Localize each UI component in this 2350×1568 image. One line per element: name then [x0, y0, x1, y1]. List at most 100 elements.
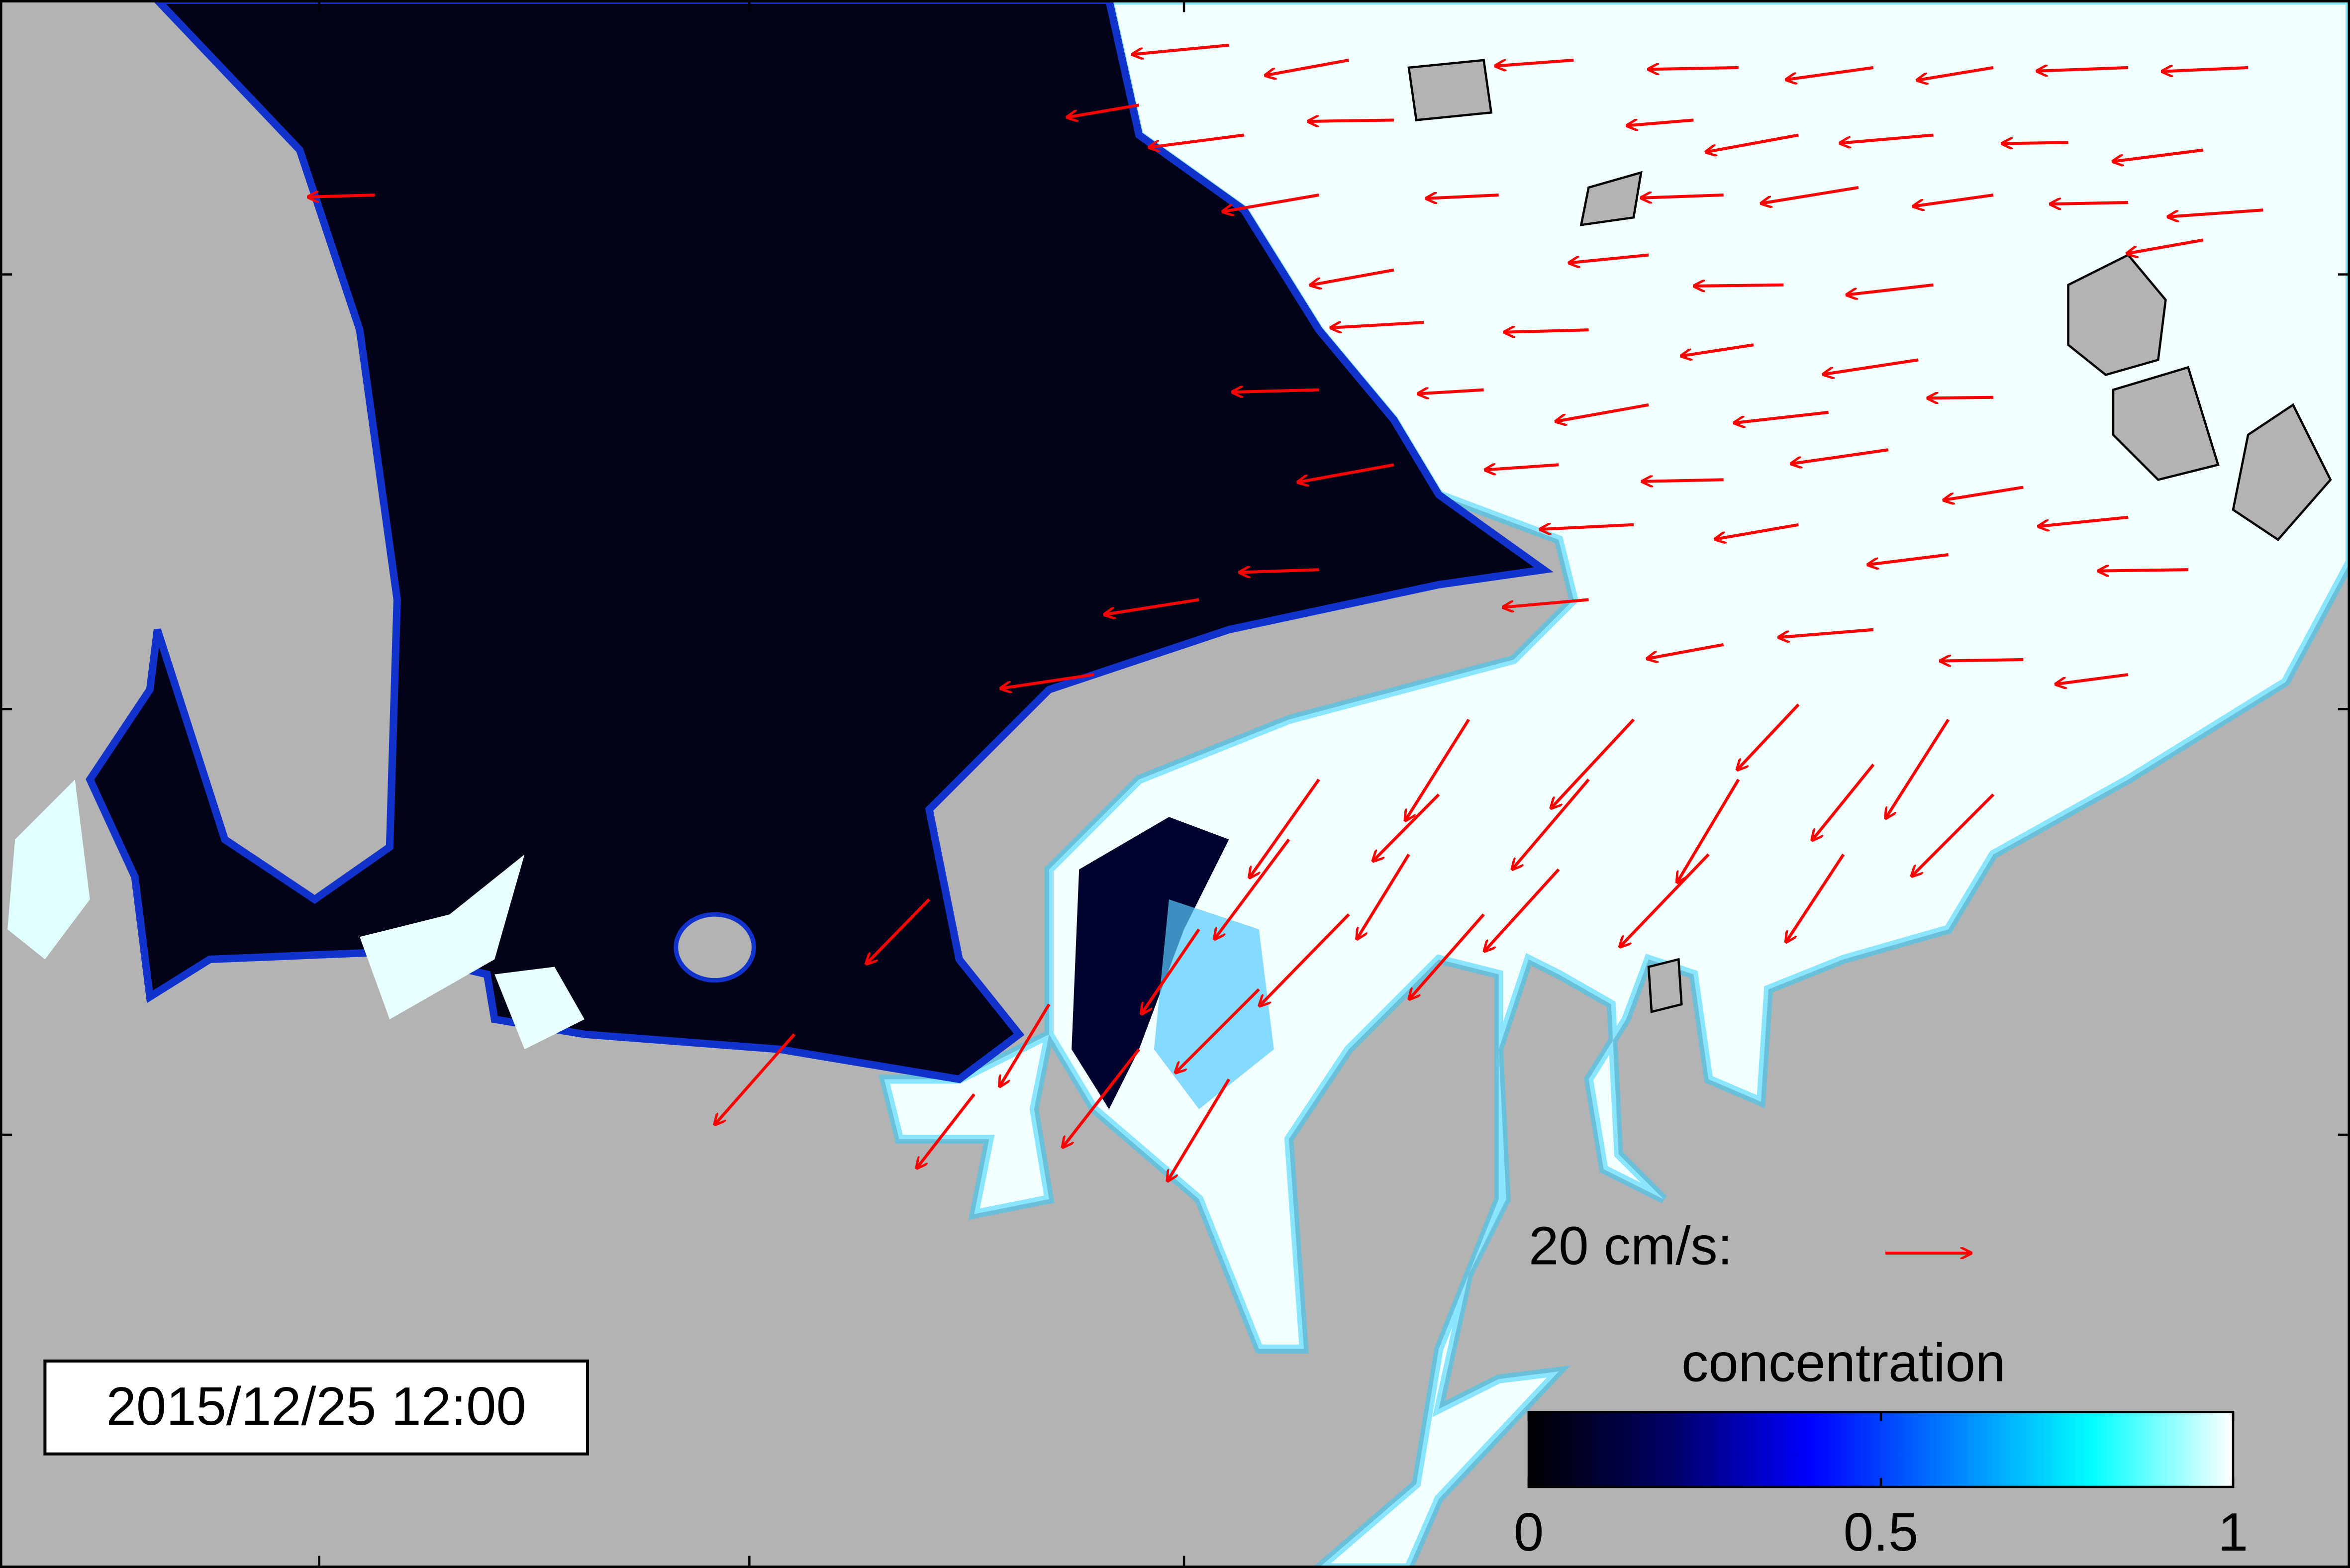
velocity-arrow — [1063, 1048, 1141, 1147]
velocity-arrow — [1175, 988, 1260, 1073]
scale-label: 20 cm/s: — [1529, 1216, 1733, 1276]
velocity-arrow — [1912, 793, 1995, 876]
velocity-arrow — [1779, 628, 1874, 637]
velocity-arrow — [1648, 643, 1724, 659]
island — [1407, 59, 1493, 121]
timestamp: 2015/12/25 12:00 — [106, 1376, 526, 1436]
velocity-arrow — [1484, 868, 1560, 951]
velocity-arrow — [1694, 285, 1784, 286]
velocity-arrow — [1105, 598, 1199, 614]
velocity-arrow — [1868, 553, 1949, 565]
velocity-arrow — [1914, 194, 1994, 206]
velocity-arrow — [1791, 448, 1889, 464]
island — [2112, 366, 2220, 481]
velocity-arrow — [1641, 195, 1724, 198]
velocity-arrow — [1643, 480, 1724, 481]
velocity-arrow — [2113, 148, 2204, 162]
velocity-arrow — [1627, 118, 1694, 125]
velocity-arrow — [1786, 66, 1874, 80]
velocity-arrow — [1886, 718, 1950, 818]
velocity-arrow — [1001, 673, 1094, 688]
velocity-arrow — [308, 195, 375, 197]
velocity-arrow — [2051, 202, 2129, 204]
velocity-arrow — [1485, 465, 1559, 470]
velocity-arrow — [1847, 283, 1934, 295]
velocity-arrow — [1649, 68, 1739, 69]
velocity-arrow — [1928, 397, 1994, 398]
velocity-arrow — [1569, 253, 1649, 263]
velocity-arrow — [2168, 208, 2263, 217]
velocity-arrow — [1677, 779, 1740, 882]
island — [2232, 403, 2332, 541]
island — [674, 912, 756, 983]
velocity-arrow — [1068, 103, 1140, 117]
velocity-arrow — [2127, 238, 2204, 253]
ice-patch — [7, 779, 90, 960]
velocity-arrow — [1223, 194, 1319, 211]
velocity-arrow — [1917, 66, 1994, 80]
velocity-arrow — [1541, 525, 1634, 529]
ice-patch — [494, 967, 585, 1050]
velocity-arrow — [1233, 390, 1319, 392]
velocity-arrow — [1812, 763, 1875, 840]
velocity-arrow — [1133, 43, 1229, 55]
velocity-arrow — [1405, 718, 1470, 820]
velocity-arrow — [1311, 268, 1394, 285]
velocity-arrow — [2099, 570, 2188, 571]
velocity-arrow — [1373, 793, 1440, 861]
island — [1579, 171, 1643, 226]
velocity-arrow — [1266, 58, 1350, 76]
velocity-arrow — [867, 898, 931, 964]
island — [1647, 958, 1683, 1013]
velocity-arrow — [1298, 463, 1394, 482]
velocity-arrow — [1496, 58, 1574, 66]
thin-ice — [1072, 817, 1229, 1109]
open-water — [86, 0, 1554, 1083]
velocity-arrow — [1735, 410, 1829, 423]
velocity-arrow — [1503, 598, 1589, 607]
velocity-arrow — [1762, 186, 1859, 203]
colorbar-tick-label: 0.5 — [1844, 1502, 1919, 1562]
velocity-arrow — [1620, 853, 1710, 947]
velocity-arrow — [1142, 928, 1200, 1014]
velocity-arrow — [1556, 403, 1649, 421]
velocity-arrow — [2056, 673, 2129, 684]
ice-patch — [360, 854, 525, 1020]
velocity-arrow — [1551, 718, 1635, 808]
velocity-arrow — [1706, 133, 1799, 152]
velocity-arrow — [1308, 120, 1394, 121]
velocity-arrow — [1250, 779, 1320, 878]
velocity-arrow — [1941, 660, 2024, 661]
velocity-arrow — [1944, 486, 2024, 500]
velocity-arrow — [2039, 515, 2129, 526]
velocity-arrow — [1737, 703, 1800, 770]
velocity-arrow — [1824, 358, 1919, 374]
velocity-arrow — [1215, 838, 1290, 939]
timestamp-box — [43, 1359, 589, 1456]
ice-field — [878, 0, 2350, 1568]
velocity-arrow — [2002, 143, 2068, 144]
velocity-arrow — [1512, 779, 1590, 869]
velocity-arrow — [1149, 133, 1244, 147]
velocity-arrow — [1840, 133, 1934, 143]
velocity-arrow — [1427, 195, 1499, 198]
colorbar — [1527, 1411, 2235, 1488]
colorbar-tick-label: 1 — [2218, 1502, 2248, 1562]
velocity-arrow — [2037, 68, 2129, 71]
velocity-arrow — [1409, 913, 1485, 999]
velocity-arrow — [715, 1033, 796, 1124]
colorbar-tick-label: 0 — [1514, 1502, 1544, 1562]
velocity-arrow — [1681, 343, 1754, 356]
velocity-arrow — [1357, 854, 1410, 939]
velocity-arrows — [308, 43, 2263, 1181]
velocity-arrow — [1715, 523, 1799, 539]
velocity-arrow — [1505, 330, 1589, 332]
velocity-arrow — [1418, 390, 1484, 394]
velocity-arrow — [1168, 1078, 1231, 1181]
velocity-arrow — [1260, 913, 1350, 1006]
velocity-arrow — [2162, 68, 2249, 72]
colorbar-label: concentration — [1681, 1333, 2005, 1393]
